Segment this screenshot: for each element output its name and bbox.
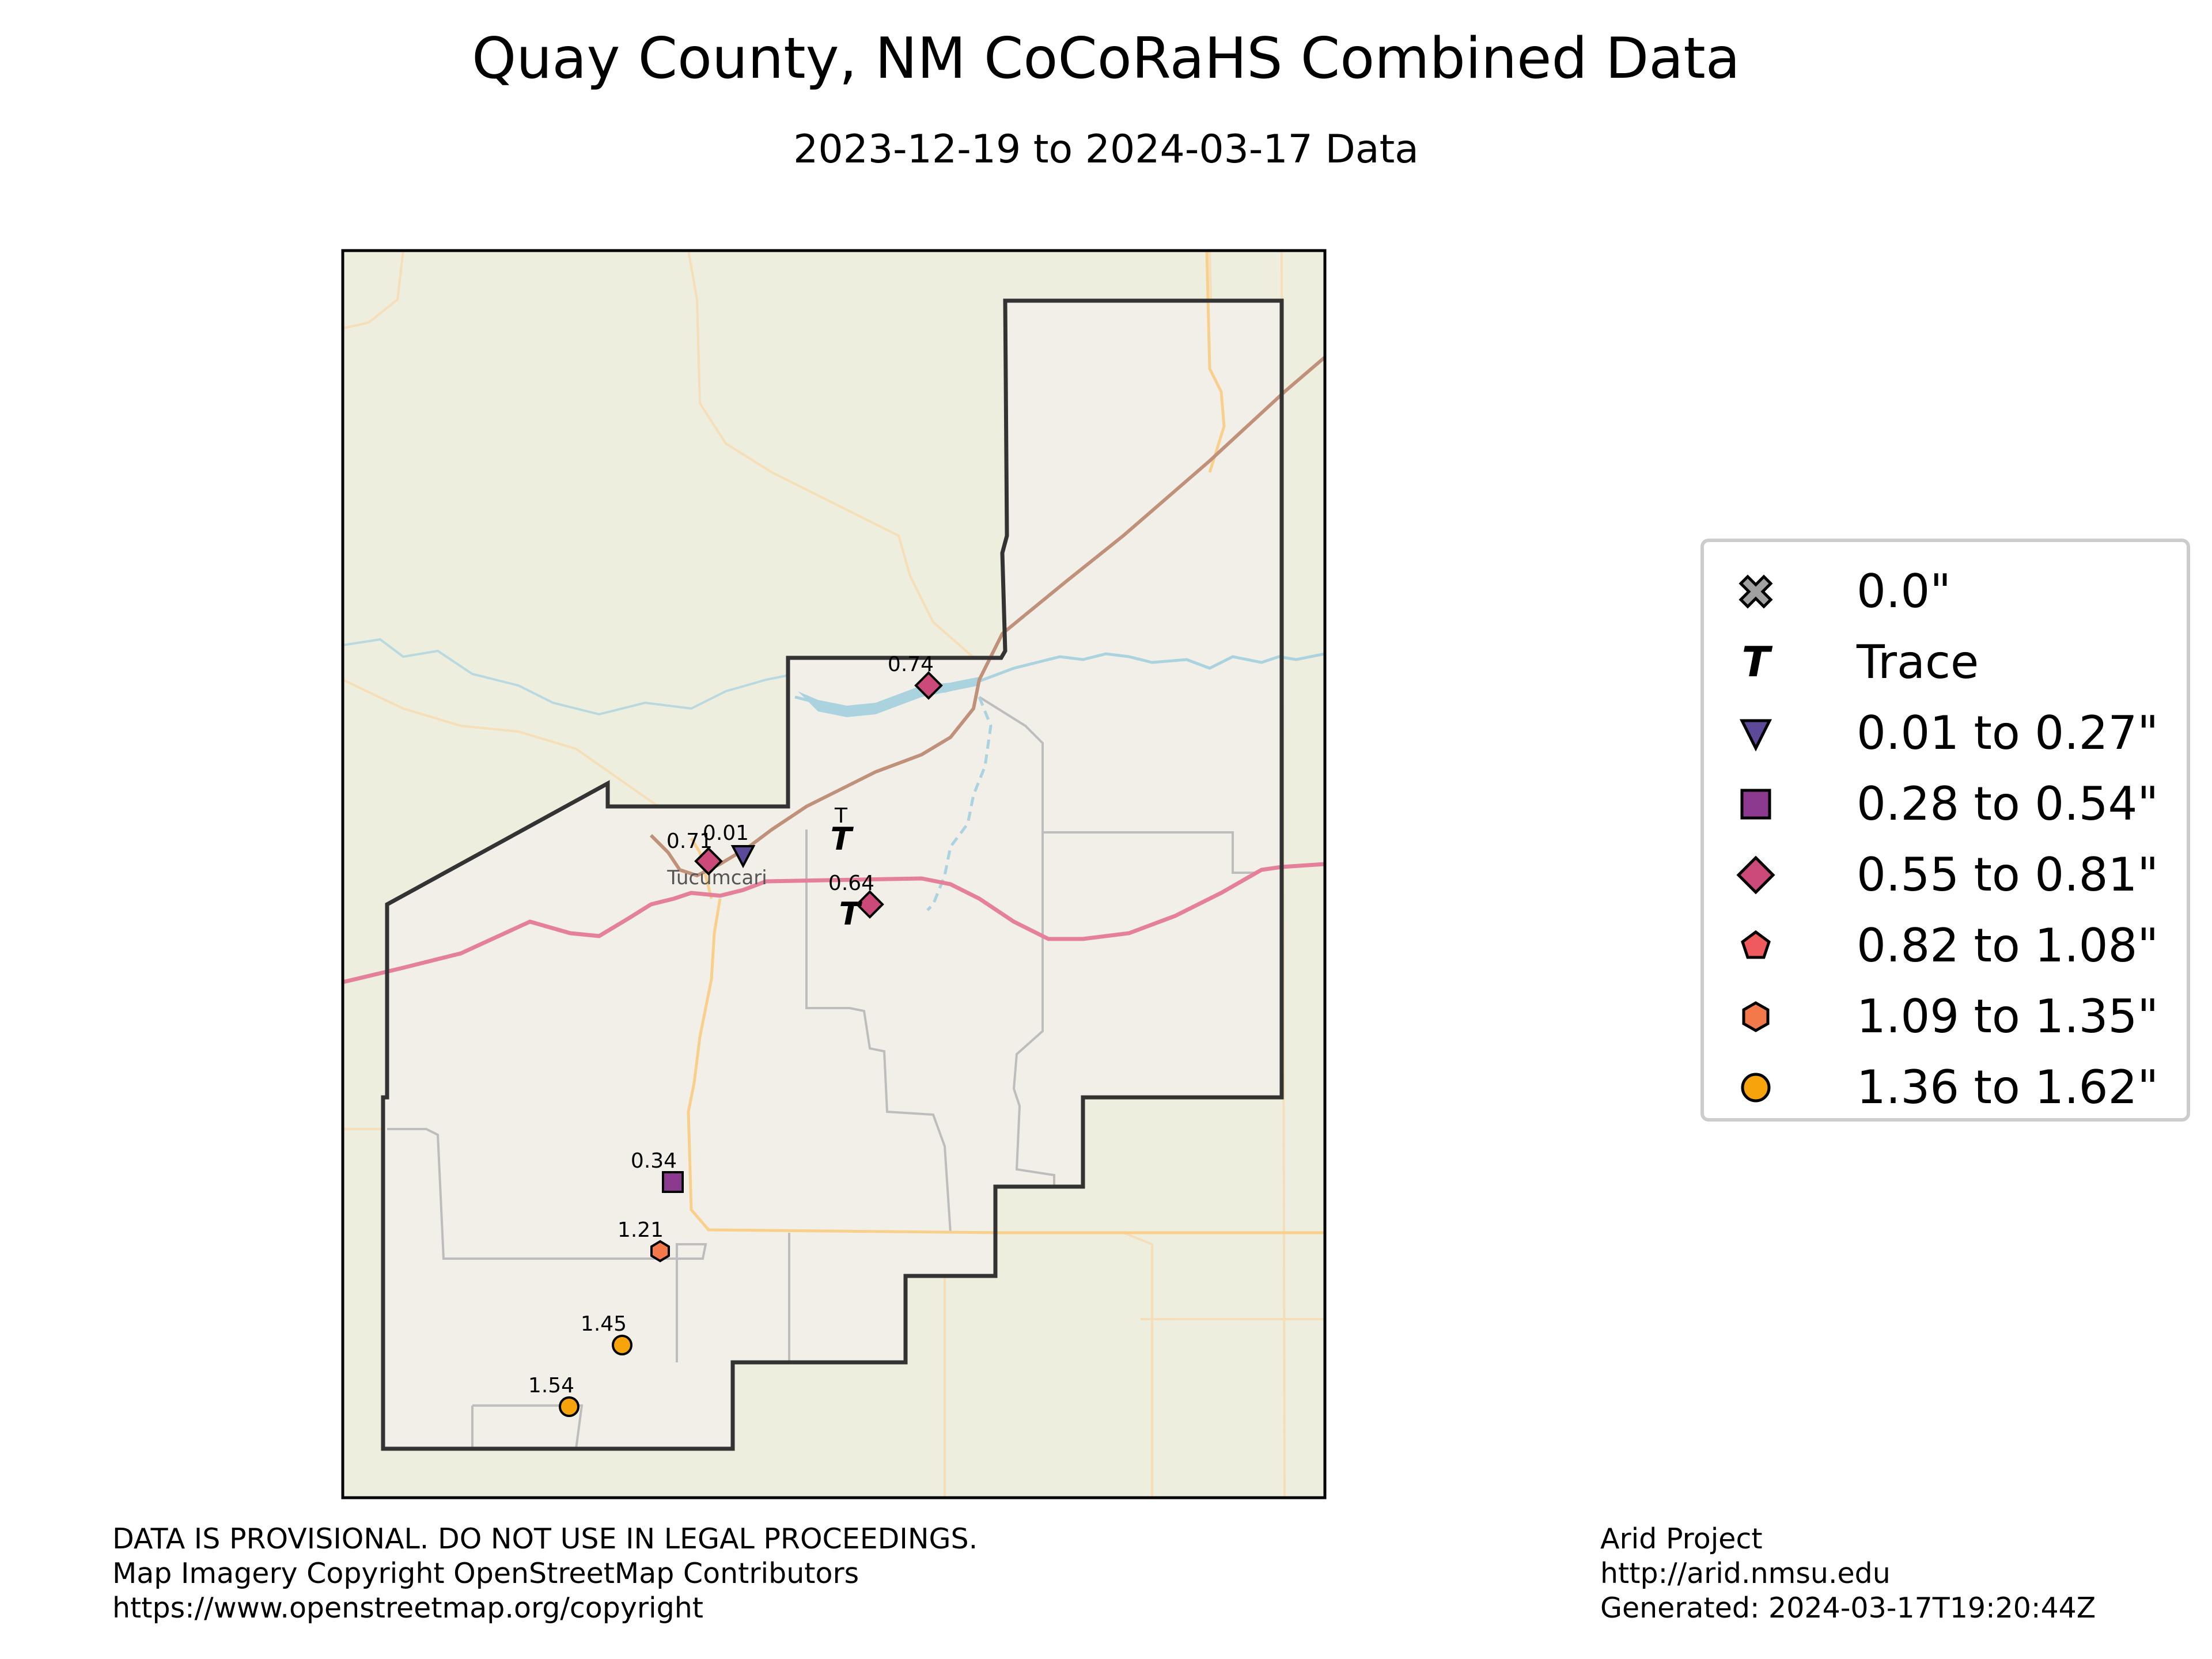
map-frame <box>341 249 1327 1499</box>
station-value-label: T <box>834 804 848 828</box>
legend-label: 0.55 to 0.81" <box>1857 848 2159 902</box>
copyright-link[interactable]: https://www.openstreetmap.org/copyright <box>112 1592 704 1624</box>
x-icon <box>1738 574 1773 609</box>
station-value-label: 0.74 <box>888 653 934 676</box>
station-value-label: 0.64 <box>828 872 874 895</box>
legend-label: 0.82 to 1.08" <box>1857 919 2159 972</box>
station-symbol <box>662 1171 684 1193</box>
station-value-label: 0.71 <box>666 830 713 853</box>
legend-label: 1.36 to 1.62" <box>1857 1060 2159 1114</box>
station-marker-diamond: 0.74 <box>888 653 943 700</box>
station-marker-diamond: 0.64 <box>828 872 884 919</box>
station-marker-diamond: 0.71 <box>666 830 723 876</box>
legend-item-trace: T Trace <box>1704 628 2187 697</box>
station-symbol <box>694 847 723 876</box>
legend: 0.0" T Trace 0.01 to 0.27" 0.28 to 0.54"… <box>1700 539 2190 1122</box>
chart-title: Quay County, NM CoCoRaHS Combined Data <box>472 26 1740 92</box>
county-border <box>381 298 1284 1451</box>
legend-item-1-36-to-1-62: 1.36 to 1.62" <box>1704 1053 2187 1122</box>
legend-label: 0.01 to 0.27" <box>1857 706 2159 760</box>
hexagon-icon <box>1742 1001 1770 1032</box>
station-symbol: T <box>839 896 863 932</box>
admin-boundaries <box>387 696 1256 1449</box>
station-marker-circle: 1.45 <box>581 1312 632 1355</box>
svg-text:T: T <box>1741 639 1772 685</box>
legend-item-1-09-to-1-35: 1.09 to 1.35" <box>1704 982 2187 1051</box>
legend-label: 0.28 to 0.54" <box>1857 777 2159 831</box>
legend-item-0-82-to-1-08: 0.82 to 1.08" <box>1704 911 2187 980</box>
project-link[interactable]: http://arid.nmsu.edu <box>1600 1557 1891 1590</box>
legend-item-0-01-to-0-27: 0.01 to 0.27" <box>1704 699 2187 768</box>
station-marker-triangle-down: 0.01 <box>703 821 756 869</box>
station-symbol <box>914 671 943 700</box>
station-marker-trace: T <box>839 896 863 932</box>
generated-timestamp: Generated: 2024-03-17T19:20:44Z <box>1600 1592 2096 1624</box>
legend-item-0-28-to-0-54: 0.28 to 0.54" <box>1704 770 2187 839</box>
river-upstream <box>343 638 796 716</box>
square-icon <box>1740 789 1771 820</box>
legend-label: Trace <box>1857 635 1979 689</box>
project-name: Arid Project <box>1600 1522 1763 1555</box>
station-value-label: 0.01 <box>703 821 749 845</box>
station-value-label: 1.45 <box>581 1312 627 1336</box>
station-value-label: 1.54 <box>528 1374 574 1397</box>
trace-icon: T <box>1741 639 1772 685</box>
legend-item-0-55-to-0-81: 0.55 to 0.81" <box>1704 840 2187 910</box>
footer-credits: Arid Project http://arid.nmsu.edu Genera… <box>1600 1522 2096 1626</box>
station-marker-circle: 1.54 <box>528 1374 579 1417</box>
station-symbol <box>612 1335 632 1355</box>
footer-disclaimer: DATA IS PROVISIONAL. DO NOT USE IN LEGAL… <box>112 1522 978 1626</box>
place-label-tucumcari: Tucumcari <box>666 866 767 889</box>
legend-label: 1.09 to 1.35" <box>1857 990 2159 1043</box>
legend-item-zero: 0.0" <box>1704 557 2187 626</box>
disclaimer-text: DATA IS PROVISIONAL. DO NOT USE IN LEGAL… <box>112 1522 978 1555</box>
station-symbol <box>559 1396 579 1417</box>
station-marker-hexagon: 1.21 <box>618 1218 670 1263</box>
station-marker-square: 0.34 <box>631 1149 684 1193</box>
triangle-down-icon <box>1739 719 1772 752</box>
station-value-label: 1.21 <box>618 1218 664 1242</box>
station-symbol <box>855 890 884 919</box>
railroad <box>649 355 1325 878</box>
chart-subtitle: 2023-12-19 to 2024-03-17 Data <box>793 127 1419 172</box>
station-value-label: 0.34 <box>631 1149 677 1173</box>
legend-label: 0.0" <box>1857 565 1952 618</box>
station-symbol: T <box>831 821 854 857</box>
diamond-icon <box>1736 855 1775 895</box>
interstate-highway <box>343 862 1325 984</box>
copyright-text: Map Imagery Copyright OpenStreetMap Cont… <box>112 1557 859 1590</box>
basemap <box>343 251 1325 1498</box>
station-symbol <box>730 845 756 869</box>
circle-icon <box>1741 1073 1771 1103</box>
station-symbol <box>650 1240 670 1263</box>
pentagon-icon <box>1741 930 1771 959</box>
station-marker-trace: TT <box>831 804 854 857</box>
